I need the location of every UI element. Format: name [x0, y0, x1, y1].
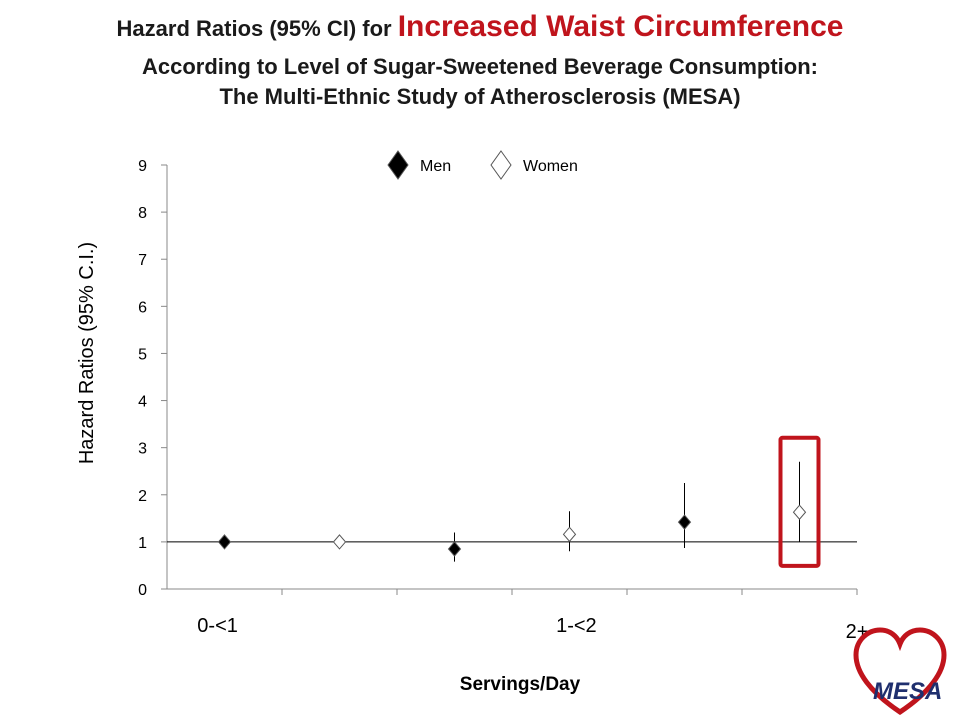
- x-category-label: 2+: [846, 621, 869, 643]
- data-point-women: [792, 504, 807, 520]
- y-tick-label: 3: [138, 441, 147, 458]
- data-point-men: [217, 534, 232, 550]
- legend-label-women: Women: [523, 158, 578, 175]
- y-tick-label: 1: [138, 535, 147, 552]
- data-point-men: [677, 514, 692, 530]
- mesa-logo: MESA: [853, 627, 947, 716]
- legend-marker-women: [490, 150, 512, 180]
- x-axis-title: Servings/Day: [460, 674, 581, 695]
- chart-title-line-1: Hazard Ratios (95% CI) for Increased Wai…: [0, 10, 960, 44]
- legend-label-men: Men: [420, 158, 451, 175]
- y-tick-label: 0: [138, 582, 147, 599]
- y-tick-label: 2: [138, 488, 147, 505]
- logo-text: MESA: [873, 678, 942, 705]
- data-point-men: [447, 541, 462, 557]
- chart-marks: [167, 435, 857, 568]
- chart-title-line-2: According to Level of Sugar-Sweetened Be…: [142, 54, 818, 79]
- data-point-women: [562, 526, 577, 543]
- data-point-women: [332, 534, 347, 550]
- x-category-label: 1-<2: [556, 615, 597, 637]
- chart-legend: Men Women: [387, 150, 578, 180]
- legend-marker-men: [387, 150, 409, 180]
- title-prefix: Hazard Ratios (95% CI) for: [116, 16, 398, 41]
- highlight-box: [778, 435, 821, 568]
- y-tick-label: 7: [138, 252, 147, 269]
- x-category-label: 0-<1: [197, 615, 238, 637]
- y-tick-label: 9: [138, 158, 147, 175]
- title-highlight: Increased Waist Circumference: [397, 10, 844, 43]
- y-axis-title: Hazard Ratios (95% C.I.): [76, 242, 98, 464]
- y-tick-label: 5: [138, 346, 147, 363]
- y-tick-label: 8: [138, 205, 147, 222]
- chart-title-line-3: The Multi-Ethnic Study of Atherosclerosi…: [219, 84, 741, 109]
- chart-axes: 0 1 2 3 4 5 6 7 8 9 0-<1 1-<2 2+: [138, 158, 868, 643]
- heart-logo-icon: [853, 627, 947, 716]
- y-tick-label: 6: [138, 299, 147, 316]
- y-tick-label: 4: [138, 394, 147, 411]
